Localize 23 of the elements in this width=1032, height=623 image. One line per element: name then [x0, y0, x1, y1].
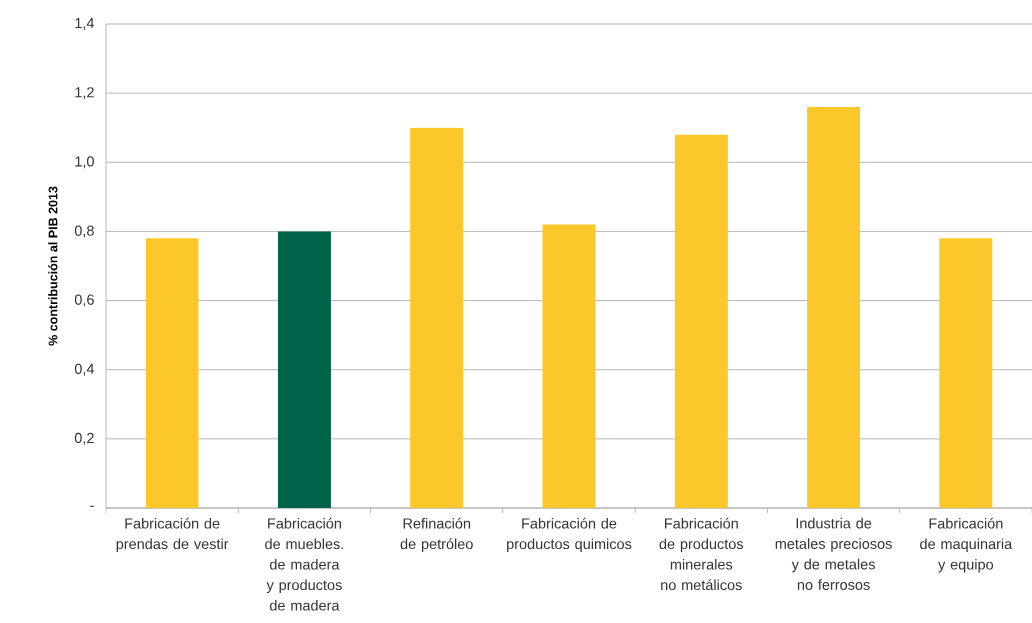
bar — [542, 224, 596, 508]
bar — [145, 238, 199, 508]
y-tick-label: 0,4 — [74, 363, 95, 376]
x-tick-label: Fabricación de muebles. de madera y productos de madera — [265, 517, 343, 611]
bar — [807, 106, 861, 508]
y-tick-label: 0,8 — [74, 225, 94, 238]
bar — [939, 238, 993, 508]
x-tick-label: Refinación de petróleo — [400, 517, 473, 552]
y-tick-label: - — [90, 505, 94, 507]
y-tick-label: 1,4 — [75, 18, 95, 30]
y-tick-label: 0,6 — [74, 294, 94, 307]
bar — [277, 231, 331, 508]
y-tick-label: 1,2 — [75, 87, 94, 100]
y-tick-label: 0,2 — [74, 432, 94, 445]
x-tick-label: Fabricación de prendas de vestir — [116, 517, 229, 552]
x-tick-label: Fabricación de productos quimicos — [507, 517, 632, 552]
y-axis-title: % contribución al PIB 2013 — [48, 186, 58, 346]
x-tick-label: Fabricación de maquinaria y equipo — [920, 517, 1013, 573]
y-tick-label: 1,0 — [75, 156, 94, 169]
x-tick-label: Industria de metales preciosos y de metales no ferrosos — [775, 517, 892, 590]
bar — [410, 127, 464, 508]
x-tick-label: Fabricación de productos minerales no metálicos — [659, 517, 744, 591]
bar — [674, 134, 728, 508]
